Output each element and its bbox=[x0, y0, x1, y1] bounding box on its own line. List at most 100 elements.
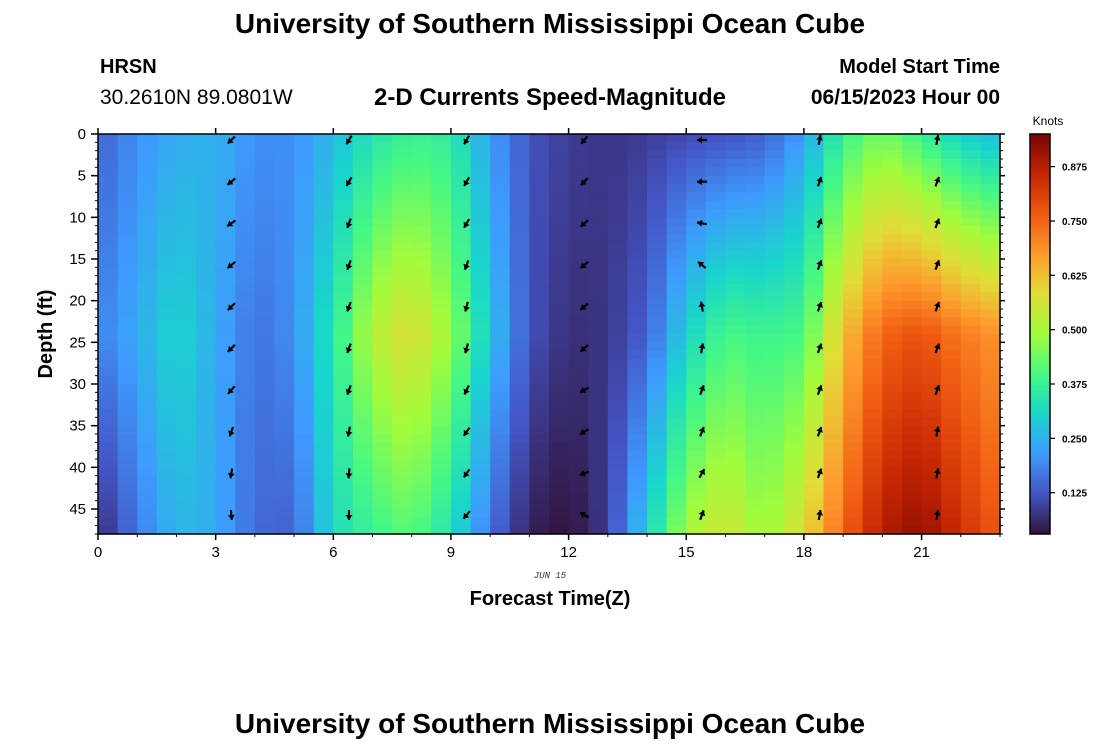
heat-cell bbox=[725, 409, 746, 418]
heat-cell bbox=[274, 217, 295, 227]
heat-cell bbox=[901, 175, 923, 185]
heat-cell bbox=[372, 159, 393, 168]
heat-cell bbox=[784, 450, 805, 460]
heat-cell bbox=[823, 184, 844, 193]
heat-cell bbox=[588, 459, 609, 468]
heat-cell bbox=[862, 184, 883, 193]
heat-cell bbox=[549, 425, 570, 435]
heat-cell bbox=[745, 225, 766, 235]
heat-cell bbox=[156, 150, 178, 160]
heat-cell bbox=[823, 425, 844, 435]
heat-cell bbox=[568, 225, 589, 235]
heat-cell bbox=[764, 525, 785, 535]
heat-cell bbox=[98, 292, 119, 302]
heat-cell bbox=[823, 217, 844, 227]
heat-cell bbox=[431, 292, 452, 302]
heat-cell bbox=[803, 359, 825, 368]
heat-cell bbox=[490, 275, 511, 285]
heat-cell bbox=[254, 459, 276, 468]
heat-cell bbox=[392, 392, 413, 402]
heat-cell bbox=[215, 350, 236, 360]
heat-cell bbox=[803, 284, 825, 293]
heat-cell bbox=[823, 367, 844, 377]
heat-cell bbox=[607, 159, 629, 168]
heat-cell bbox=[549, 275, 570, 285]
heat-cell bbox=[509, 459, 530, 468]
heat-cell bbox=[862, 317, 883, 327]
heat-cell bbox=[549, 184, 570, 193]
heat-cell bbox=[450, 475, 472, 485]
heat-cell bbox=[882, 409, 903, 418]
heat-cell bbox=[921, 450, 942, 460]
heat-cell bbox=[254, 467, 276, 477]
heat-cell bbox=[607, 325, 629, 335]
heat-cell bbox=[490, 500, 511, 510]
heat-cell bbox=[450, 234, 472, 243]
heat-cell bbox=[254, 184, 276, 193]
heat-cell bbox=[705, 267, 727, 277]
heat-cell bbox=[862, 500, 883, 510]
heat-cell bbox=[156, 267, 178, 277]
heat-cell bbox=[529, 309, 550, 318]
heat-cell bbox=[843, 150, 864, 160]
heat-cell bbox=[117, 334, 138, 343]
heat-cell bbox=[294, 325, 315, 335]
heat-cell bbox=[98, 375, 119, 385]
heat-cell bbox=[725, 200, 746, 210]
heat-cell bbox=[294, 459, 315, 468]
heat-cell bbox=[725, 259, 746, 268]
heat-cell bbox=[647, 209, 668, 218]
heat-cell bbox=[843, 409, 864, 418]
heat-cell bbox=[647, 250, 668, 260]
heat-cell bbox=[294, 375, 315, 385]
heat-cell bbox=[960, 509, 981, 518]
heat-cell bbox=[509, 275, 530, 285]
heat-cell bbox=[862, 409, 883, 418]
x-tick-label: 15 bbox=[678, 544, 695, 561]
heat-cell bbox=[647, 309, 668, 318]
heat-cell bbox=[529, 159, 550, 168]
heat-cell bbox=[509, 209, 530, 218]
heat-cell bbox=[392, 450, 413, 460]
heat-cell bbox=[941, 350, 962, 360]
heat-cell bbox=[725, 159, 746, 168]
current-vectors bbox=[226, 134, 941, 521]
heat-cell bbox=[725, 459, 746, 468]
heat-cell bbox=[313, 300, 334, 310]
heat-cell bbox=[901, 159, 923, 168]
heat-cell bbox=[568, 325, 589, 335]
heat-cell bbox=[313, 517, 334, 527]
heat-cell bbox=[764, 342, 785, 352]
heat-cell bbox=[254, 367, 276, 377]
heat-cell bbox=[196, 475, 217, 485]
heat-cell bbox=[196, 425, 217, 435]
heat-cell bbox=[333, 367, 354, 377]
heat-cell bbox=[235, 175, 256, 185]
heat-cell bbox=[176, 434, 197, 443]
heat-cell bbox=[431, 167, 452, 177]
heat-cell bbox=[588, 375, 609, 385]
heat-cell bbox=[745, 342, 766, 352]
heat-cell bbox=[392, 400, 413, 410]
heat-cell bbox=[333, 334, 354, 343]
heat-cell bbox=[568, 450, 589, 460]
heat-cell bbox=[647, 159, 668, 168]
heat-cell bbox=[470, 167, 491, 177]
heat-cell bbox=[568, 425, 589, 435]
heat-cell bbox=[960, 175, 981, 185]
heat-cell bbox=[431, 350, 452, 360]
heat-cell bbox=[647, 392, 668, 402]
heat-cell bbox=[843, 159, 864, 168]
heat-cell bbox=[980, 284, 1001, 293]
colorbar-tick-label: 0.750 bbox=[1062, 217, 1087, 228]
heat-cell bbox=[901, 509, 923, 518]
heat-cell bbox=[372, 167, 393, 177]
heat-cell bbox=[117, 300, 138, 310]
heat-cell bbox=[254, 200, 276, 210]
heat-cell bbox=[294, 509, 315, 518]
heat-cell bbox=[156, 400, 178, 410]
heat-cell bbox=[705, 184, 727, 193]
heat-cell bbox=[764, 200, 785, 210]
heat-cell bbox=[705, 509, 727, 518]
